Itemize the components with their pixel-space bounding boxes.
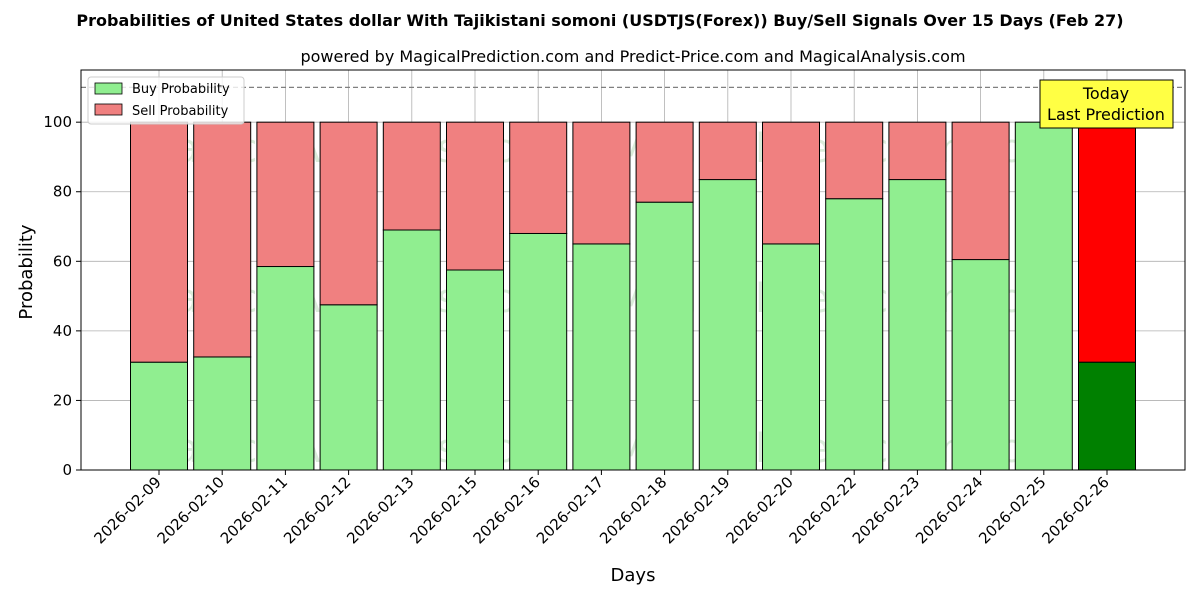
today-annotation: Today Last Prediction [1039,79,1174,129]
plot-frame [80,69,1186,471]
legend-buy-swatch [94,82,123,95]
bar-buy [762,243,820,471]
x-tick-label: 2026-02-19 [659,473,733,547]
bar-buy [572,243,631,471]
bar-buy [319,304,378,471]
bar-buy [509,232,568,471]
bar-buy [193,356,252,471]
bar-sell [572,121,631,245]
annotation-line-1: Today [1082,84,1129,103]
annotation-box [1039,79,1174,129]
x-tick-label: 2026-02-09 [90,473,164,547]
bar-buy [951,259,1010,471]
legend-buy-label: Buy Probability [132,82,230,97]
bar-sell [1078,121,1136,363]
y-tick-label: 100 [43,113,72,131]
x-tick-label: 2026-02-20 [722,473,796,547]
legend: Buy Probability Sell Probability [87,76,245,125]
legend-sell-swatch [94,103,123,116]
y-tick-label: 40 [53,322,72,340]
legend-sell-label: Sell Probability [132,104,229,119]
bar-sell [382,121,441,231]
bar-buy [1078,361,1136,471]
x-tick-label: 2026-02-18 [596,473,670,547]
x-tick-label: 2026-02-22 [786,473,860,547]
bar-sell [193,121,252,358]
x-tick-label: 2026-02-23 [849,473,923,547]
x-tick-label: 2026-02-24 [912,473,986,547]
bar-sell [130,121,188,363]
bar-buy [130,361,188,471]
legend-box [87,76,245,125]
x-axis-label: Days [611,565,656,586]
bar-sell [698,121,757,181]
bar-buy [698,179,757,471]
bar-sell [509,121,568,234]
bar-sell [762,121,820,245]
y-tick-label: 0 [62,461,72,479]
bars [130,121,1136,471]
bar-buy [382,229,441,471]
x-tick-label: 2026-02-25 [975,473,1049,547]
annotation-line-2: Last Prediction [1047,105,1165,124]
y-tick-label: 20 [53,391,72,409]
y-tick-label: 60 [53,252,72,270]
bar-buy [635,201,694,471]
chart-subtitle: powered by MagicalPrediction.com and Pre… [300,47,965,66]
y-axis-label: Probability [16,224,37,319]
x-tick-label: 2026-02-10 [154,473,228,547]
x-tick-label: 2026-02-11 [217,473,291,547]
bar-sell [256,121,315,268]
bar-sell [951,121,1010,261]
x-tick-label: 2026-02-17 [533,473,607,547]
bar-sell [319,121,378,306]
x-tick-label: 2026-02-13 [343,473,417,547]
bar-buy [446,269,504,471]
x-tick-label: 2026-02-12 [280,473,354,547]
bar-buy [888,179,947,471]
bar-sell [825,121,884,200]
x-tick-label: 2026-02-16 [470,473,544,547]
bar-sell [635,121,694,203]
bar-buy [256,266,315,471]
chart-title: Probabilities of United States dollar Wi… [76,11,1123,30]
x-tick-label: 2026-02-26 [1038,473,1112,547]
bar-sell [888,121,947,181]
bar-buy [1014,121,1073,471]
bar-sell [446,121,504,271]
bar-buy [825,198,884,471]
y-tick-label: 80 [53,183,72,201]
x-tick-label: 2026-02-15 [406,473,480,547]
